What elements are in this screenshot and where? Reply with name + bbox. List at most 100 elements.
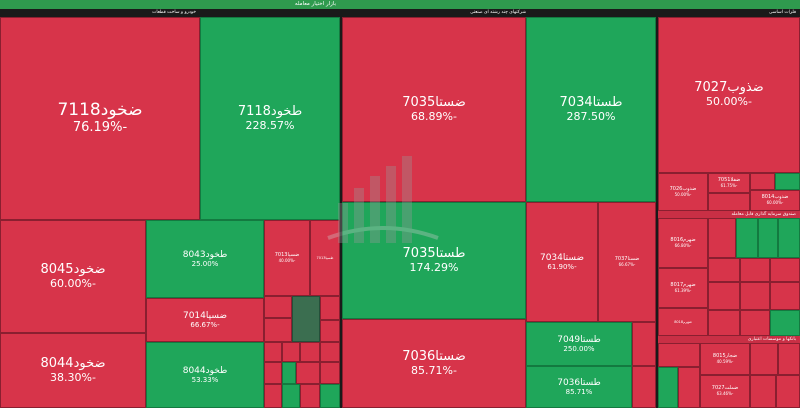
tile-symbol: طستا7049	[557, 334, 601, 345]
tile-tkhod7118[interactable]: طخود7118 228.57%	[200, 17, 340, 220]
tile-tsta7035[interactable]: طستا7035 174.29%	[342, 202, 526, 319]
tile-percent: -38.30%	[50, 370, 96, 384]
tile-zhrm8017[interactable]: ضهرم8017 -61.39%	[658, 268, 708, 308]
tile-small[interactable]	[264, 318, 292, 342]
tile-symbol: ضفلا7051	[717, 176, 741, 183]
tile-small[interactable]	[300, 342, 320, 362]
tile-small[interactable]	[778, 343, 800, 375]
tile-symbol: ضخود8045	[40, 261, 106, 277]
tile-small[interactable]	[658, 367, 678, 408]
tile-percent: -60.00%	[50, 276, 96, 290]
tile-small[interactable]	[282, 384, 300, 408]
tile-small[interactable]	[320, 384, 340, 408]
tile-small[interactable]	[770, 258, 800, 282]
tile-percent: -66.67%	[190, 321, 220, 330]
tile-small[interactable]	[264, 296, 292, 318]
tile-tsta7049[interactable]: طستا7049 250.00%	[526, 322, 632, 366]
tile-small[interactable]	[320, 362, 340, 384]
tile-small[interactable]	[632, 322, 656, 366]
tile-zsapa7014[interactable]: ضسپا7014 -66.67%	[146, 298, 264, 342]
tile-small[interactable]	[708, 193, 750, 211]
tile-small[interactable]	[264, 384, 282, 408]
tile-percent: 85.71%	[565, 388, 593, 397]
tile-zfla7051[interactable]: ضفلا7051 -61.75%	[708, 173, 750, 193]
tile-zzob7026[interactable]: ضذوب7026 -50.00%	[658, 173, 708, 211]
group-funds-label: صندوق سرمایه گذاری قابل معامله	[658, 211, 800, 218]
tile-symbol: ضسپا7013	[274, 251, 300, 258]
tile-zjar8015[interactable]: ضجار8015 -40.59%	[700, 343, 750, 375]
tile-symbol: ضجار8015	[712, 352, 738, 359]
tile-zhrm8016[interactable]: ضهرم8016 -66.80%	[658, 218, 708, 268]
tile-small[interactable]	[632, 366, 656, 408]
group-banks-label: بانکها و موسسات اعتباری	[658, 336, 800, 343]
tile-small[interactable]	[758, 218, 778, 258]
tile-symbol: ضهرم8017	[670, 281, 696, 288]
tile-small[interactable]	[320, 320, 340, 342]
tile-zsta7034[interactable]: ضستا7034 -61.90%	[526, 202, 598, 322]
tile-zkhod8044[interactable]: ضخود8044 -38.30%	[0, 333, 146, 408]
tile-small[interactable]	[292, 296, 320, 342]
tile-small[interactable]	[740, 258, 770, 282]
tile-small[interactable]	[776, 375, 800, 408]
tile-symbol: ضذوب7026	[669, 185, 697, 192]
tile-tsta7036[interactable]: طستا7036 85.71%	[526, 366, 632, 408]
tile-small[interactable]	[770, 282, 800, 310]
tile-percent: -61.39%	[674, 287, 692, 293]
tile-small[interactable]	[282, 342, 300, 362]
tile-small[interactable]	[678, 367, 700, 408]
tile-small[interactable]	[296, 362, 320, 384]
tile-small[interactable]	[320, 296, 340, 320]
tile-small[interactable]	[740, 310, 770, 336]
tile-symbol: ضستا7035	[402, 94, 466, 110]
tile-zzob7027[interactable]: ضذوب7027 -50.00%	[658, 17, 800, 173]
tile-zzob8014[interactable]: ضذوب8014 -60.00%	[750, 190, 800, 211]
tile-small[interactable]	[770, 310, 800, 336]
tile-zkhod8045[interactable]: ضخود8045 -60.00%	[0, 220, 146, 333]
tile-zsta7035[interactable]: ضستا7035 -68.89%	[342, 17, 526, 202]
tile-symbol: ضملت7027	[711, 385, 739, 392]
tile-zsta7036[interactable]: ضستا7036 -85.71%	[342, 319, 526, 408]
group-auto-label: خودرو و ساخت قطعات	[152, 10, 196, 15]
tile-small[interactable]	[300, 384, 320, 408]
tile-small[interactable]	[775, 173, 800, 190]
tile-small[interactable]	[264, 362, 282, 384]
tile-small[interactable]	[750, 375, 776, 408]
tile-small[interactable]	[708, 218, 736, 258]
tile-symbol: طستا7034	[559, 94, 623, 110]
tile-symbol: طستا7035	[402, 245, 466, 261]
tile-small[interactable]	[778, 218, 800, 258]
tile-small[interactable]	[736, 218, 758, 258]
tile-small[interactable]	[320, 342, 340, 362]
tile-small[interactable]	[282, 362, 296, 384]
tile-tsta7034[interactable]: طستا7034 287.50%	[526, 17, 656, 202]
tile-percent: -40.00%	[278, 257, 296, 263]
tile-small[interactable]	[264, 342, 282, 362]
tile-symbol: ضخود8044	[40, 355, 106, 371]
metals-header-strip	[658, 0, 800, 9]
tile-tkhod8044[interactable]: طخود8044 53.33%	[146, 342, 264, 408]
tile-percent: 228.57%	[245, 118, 295, 132]
tile-tsapa7013[interactable]: طسپا7013	[310, 220, 340, 296]
tile-symbol: ضستا7036	[402, 348, 466, 364]
tile-small[interactable]	[740, 282, 770, 310]
tile-tkhod8043[interactable]: طخود8043 25.00%	[146, 220, 264, 298]
tile-percent: -61.90%	[547, 263, 577, 272]
tile-percent: -76.19%	[72, 119, 128, 135]
tile-symbol: ضذوب7027	[694, 80, 764, 96]
tile-small[interactable]	[708, 282, 740, 310]
tile-zsapa7013[interactable]: ضسپا7013 -40.00%	[264, 220, 310, 296]
tile-zmlt7027[interactable]: ضملت7027 -63.46%	[700, 375, 750, 408]
tile-symbol: طسپا7013	[316, 255, 334, 260]
tile-symbol: طخود8044	[182, 365, 228, 376]
tile-small[interactable]	[708, 258, 740, 282]
tile-small[interactable]	[750, 173, 775, 190]
tile-small[interactable]	[750, 343, 778, 375]
tile-symbol: طخود8043	[182, 249, 228, 260]
tile-zhrm8018[interactable]: ضهرم8018	[658, 308, 708, 336]
tile-small[interactable]	[658, 343, 700, 367]
tile-zsta7037[interactable]: ضستا7037 -66.67%	[598, 202, 656, 322]
tile-symbol: ضهرم8016	[670, 236, 696, 243]
tile-small[interactable]	[708, 310, 740, 336]
tile-zkhod7118[interactable]: ضخود7118 -76.19%	[0, 17, 200, 220]
tile-symbol: ضستا7034	[539, 252, 585, 263]
